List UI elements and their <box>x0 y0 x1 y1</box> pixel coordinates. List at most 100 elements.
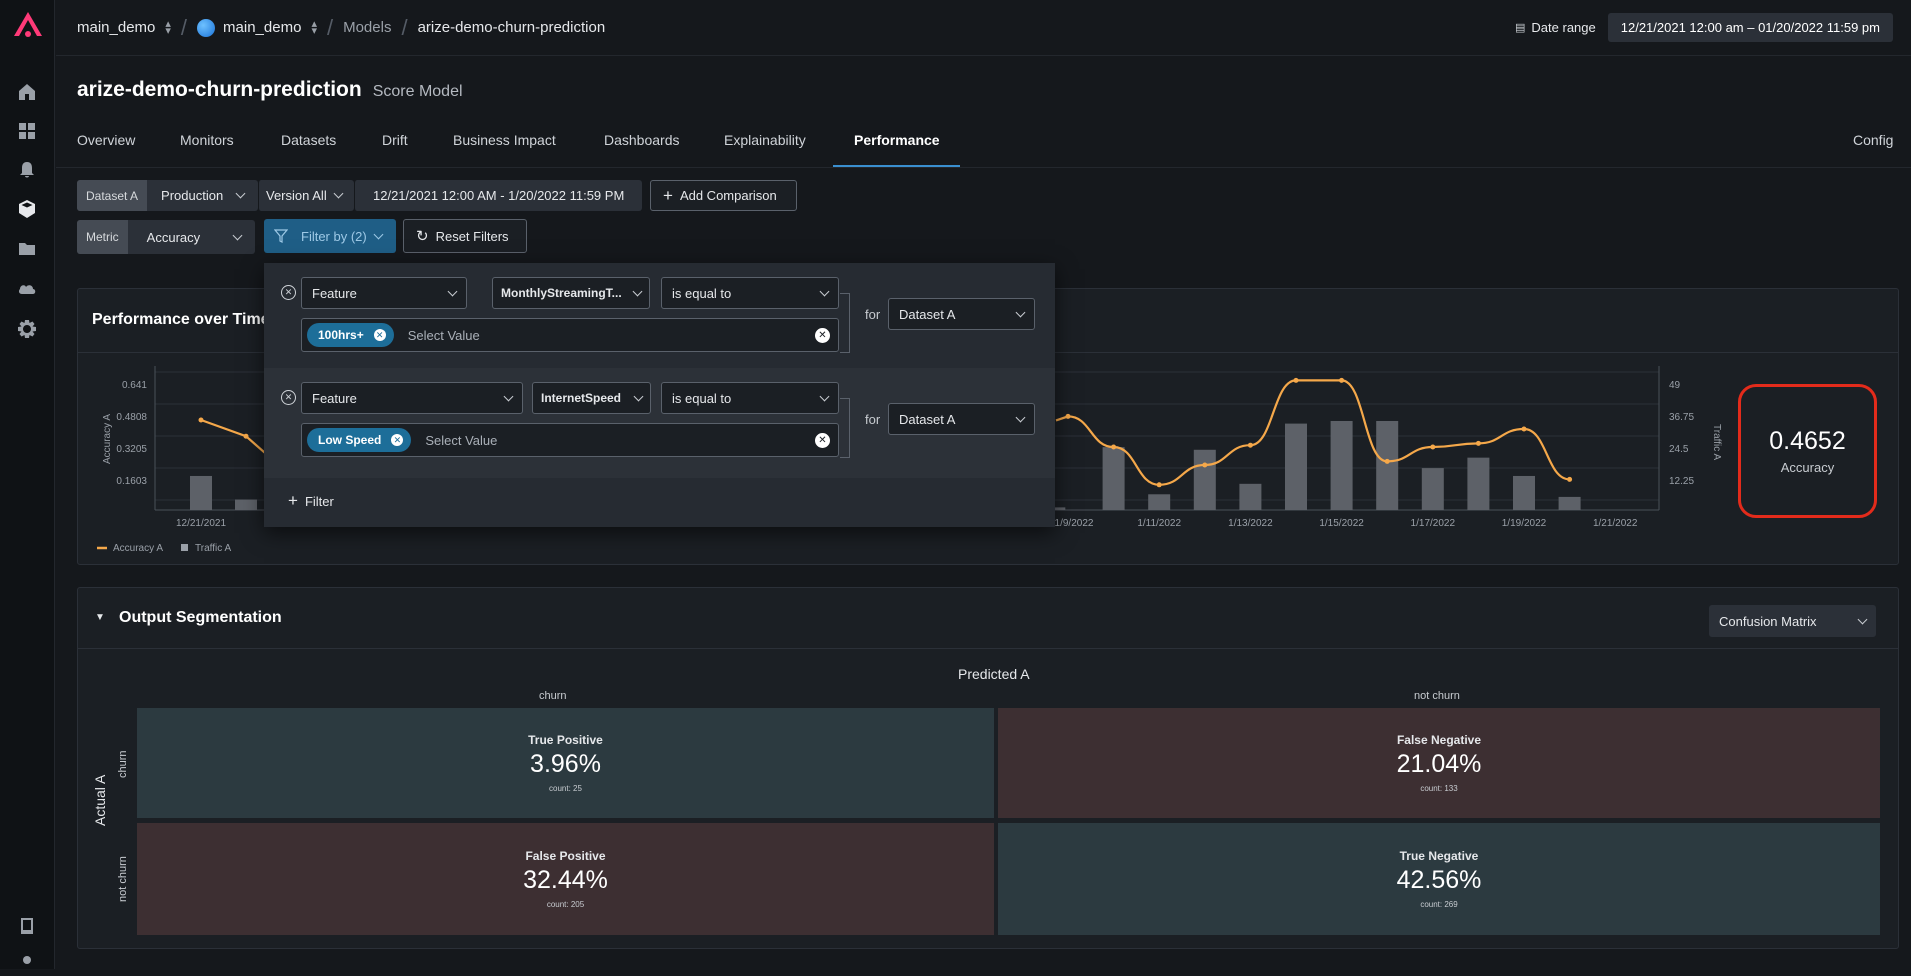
traffic-bar <box>1467 457 1490 510</box>
reset-filters-button[interactable]: ↻ Reset Filters <box>403 219 527 253</box>
models-cube-icon[interactable] <box>14 196 40 222</box>
environment-value: Production <box>161 188 224 203</box>
remove-filter-icon[interactable]: ✕ <box>281 285 296 300</box>
filter-value-input[interactable]: 100hrs+ ✕ Select Value ✕ <box>301 318 839 352</box>
accuracy-point <box>1202 462 1208 468</box>
actual-axis-label: Actual A <box>92 774 108 826</box>
filter-type-value: Feature <box>312 285 357 301</box>
filter-by-button[interactable]: Filter by (2) <box>264 219 396 253</box>
x-tick-label: 1/15/2022 <box>1319 518 1364 529</box>
row-label-not-churn: not churn <box>117 856 129 902</box>
filter-operator-value: is equal to <box>672 390 732 406</box>
filter-value-chip[interactable]: 100hrs+ ✕ <box>307 323 394 347</box>
breadcrumb-separator: / <box>401 14 408 40</box>
filter-dataset-select[interactable]: Dataset A <box>888 403 1035 435</box>
filter-feature-select[interactable]: InternetSpeed <box>532 382 651 414</box>
clear-value-icon[interactable]: ✕ <box>815 432 830 448</box>
tab-drift[interactable]: Drift <box>382 132 408 148</box>
chevron-down-icon <box>373 229 384 239</box>
filter-operator-value: is equal to <box>672 285 732 301</box>
cell-count: count: 133 <box>1420 784 1458 793</box>
version-select[interactable]: Version All <box>258 180 354 211</box>
space-selector[interactable]: main_demo ▴ ▾ <box>197 18 317 37</box>
tab-monitors[interactable]: Monitors <box>180 132 234 148</box>
breadcrumb-separator: / <box>326 14 334 40</box>
tab-explainability[interactable]: Explainability <box>724 132 806 148</box>
y-tick-label: 0.641 <box>122 380 147 391</box>
chip-remove-icon[interactable]: ✕ <box>373 329 386 341</box>
dashboard-grid-icon[interactable] <box>14 118 40 144</box>
tab-dashboards[interactable]: Dashboards <box>604 132 680 148</box>
model-type-label: Score Model <box>372 83 463 100</box>
true-positive-cell[interactable]: True Positive 3.96% count: 25 <box>137 708 994 818</box>
segmentation-title: Output Segmentation <box>119 609 282 626</box>
folder-icon[interactable] <box>14 236 40 262</box>
filter-feature-value: InternetSpeed <box>541 391 622 405</box>
add-filter-button[interactable]: + Filter <box>288 491 334 511</box>
segmentation-view-value: Confusion Matrix <box>1719 613 1817 629</box>
collapse-caret-icon[interactable]: ▼ <box>95 612 105 623</box>
home-icon[interactable] <box>14 79 40 105</box>
filter-bracket <box>840 398 850 458</box>
tab-business-impact[interactable]: Business Impact <box>453 132 556 148</box>
calendar-icon: ▤ <box>1515 22 1526 34</box>
filter-value-chip[interactable]: Low Speed ✕ <box>307 428 412 452</box>
space-name: main_demo <box>223 19 302 36</box>
org-selector[interactable]: main_demo ▴ ▾ <box>77 18 171 36</box>
user-profile-icon[interactable] <box>14 950 40 976</box>
filter-operator-select[interactable]: is equal to <box>661 382 839 414</box>
add-comparison-label: Add Comparison <box>679 188 777 203</box>
reset-filters-label: Reset Filters <box>435 228 509 244</box>
docs-book-icon[interactable] <box>14 913 40 939</box>
kpi-value: 0.4652 <box>1769 427 1846 455</box>
filter-value-input[interactable]: Low Speed ✕ Select Value ✕ <box>301 423 839 457</box>
chevron-down-icon <box>1015 307 1026 317</box>
true-negative-cell[interactable]: True Negative 42.56% count: 269 <box>998 823 1880 935</box>
bell-icon[interactable] <box>14 157 40 183</box>
accuracy-point <box>243 433 249 439</box>
filter-operator-select[interactable]: is equal to <box>661 277 839 309</box>
accuracy-point <box>1065 413 1071 419</box>
tab-overview[interactable]: Overview <box>77 132 136 148</box>
false-positive-cell[interactable]: False Positive 32.44% count: 205 <box>137 823 994 935</box>
accuracy-line-left <box>200 418 272 460</box>
clear-value-icon[interactable]: ✕ <box>815 327 830 343</box>
filter-bracket <box>840 293 850 353</box>
dataset-date-select[interactable]: 12/21/2021 12:00 AM - 1/20/2022 11:59 PM <box>354 180 642 211</box>
segmentation-view-select[interactable]: Confusion Matrix <box>1709 605 1876 637</box>
date-range-picker[interactable]: ▤ Date range 12/21/2021 12:00 am – 01/20… <box>1515 13 1893 42</box>
cell-title: True Negative <box>1399 849 1479 863</box>
chevron-down-icon <box>235 188 246 199</box>
chevron-down-icon <box>232 230 243 240</box>
active-tab-indicator <box>833 165 960 167</box>
filter-dataset-value: Dataset A <box>899 306 956 322</box>
traffic-bar <box>1558 496 1581 510</box>
accuracy-point <box>1384 458 1390 464</box>
chip-remove-icon[interactable]: ✕ <box>391 434 404 446</box>
for-label: for <box>865 307 881 322</box>
y2-tick-label: 49 <box>1669 380 1681 391</box>
settings-gear-icon[interactable] <box>14 316 40 342</box>
false-negative-cell[interactable]: False Negative 21.04% count: 133 <box>998 708 1880 818</box>
tab-datasets[interactable]: Datasets <box>281 132 337 148</box>
metric-select[interactable]: Metric Accuracy <box>77 220 255 254</box>
tab-performance[interactable]: Performance <box>854 132 940 148</box>
filter-feature-value: MonthlyStreamingT... <box>501 286 622 300</box>
models-breadcrumb-link[interactable]: Models <box>343 19 392 36</box>
for-label: for <box>865 412 881 427</box>
select-value-placeholder: Select Value <box>407 327 480 343</box>
remove-filter-icon[interactable]: ✕ <box>281 390 296 405</box>
filter-type-select[interactable]: Feature <box>301 382 523 414</box>
environment-select[interactable]: Dataset A Production <box>77 180 258 211</box>
accuracy-point <box>1567 476 1573 482</box>
filter-feature-select[interactable]: MonthlyStreamingT... <box>492 277 650 309</box>
arize-logo[interactable] <box>12 10 44 40</box>
model-tabs: Overview Monitors Datasets Drift Busines… <box>56 122 1911 168</box>
cloud-upload-icon[interactable] <box>14 276 40 302</box>
date-range-value[interactable]: 12/21/2021 12:00 am – 01/20/2022 11:59 p… <box>1607 13 1893 42</box>
filter-dataset-select[interactable]: Dataset A <box>888 298 1035 330</box>
filter-type-select[interactable]: Feature <box>301 277 467 309</box>
kpi-label: Accuracy <box>1780 460 1835 475</box>
tab-config[interactable]: Config <box>1853 132 1894 148</box>
add-comparison-button[interactable]: + Add Comparison <box>650 180 797 211</box>
